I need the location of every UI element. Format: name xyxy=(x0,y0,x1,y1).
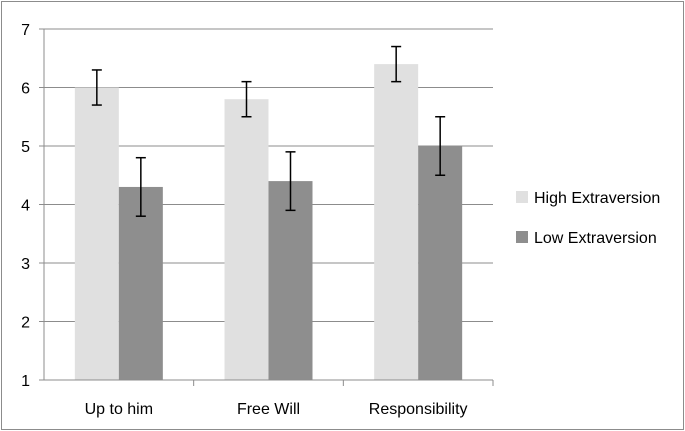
y-tick-label: 1 xyxy=(21,373,30,390)
legend-label: High Extraversion xyxy=(534,190,660,207)
legend-label: Low Extraversion xyxy=(534,230,657,247)
error-bars xyxy=(91,45,446,217)
y-tick-label: 7 xyxy=(21,22,30,39)
bar xyxy=(74,87,119,380)
bar xyxy=(268,181,313,380)
bar xyxy=(118,186,163,380)
legend-swatch xyxy=(516,191,528,203)
x-tick-label: Free Will xyxy=(237,401,300,418)
x-tick-label: Up to him xyxy=(85,401,153,418)
legend-swatch xyxy=(516,231,528,243)
y-tick-label: 4 xyxy=(21,198,30,215)
bar xyxy=(374,64,419,380)
bars xyxy=(74,64,463,380)
bar xyxy=(224,99,269,380)
y-tick-labels: 1 2 3 4 5 6 7 xyxy=(21,22,30,390)
y-tick-label: 6 xyxy=(21,81,30,98)
y-tick-label: 5 xyxy=(21,139,30,156)
bar xyxy=(418,146,463,380)
legend: High Extraversion Low Extraversion xyxy=(516,190,660,247)
x-tick-label: Responsibility xyxy=(369,401,468,418)
y-tick-label: 2 xyxy=(21,315,30,332)
y-tick-label: 3 xyxy=(21,256,30,273)
x-tick-labels: Up to him Free Will Responsibility xyxy=(85,401,468,418)
axes xyxy=(39,28,494,386)
